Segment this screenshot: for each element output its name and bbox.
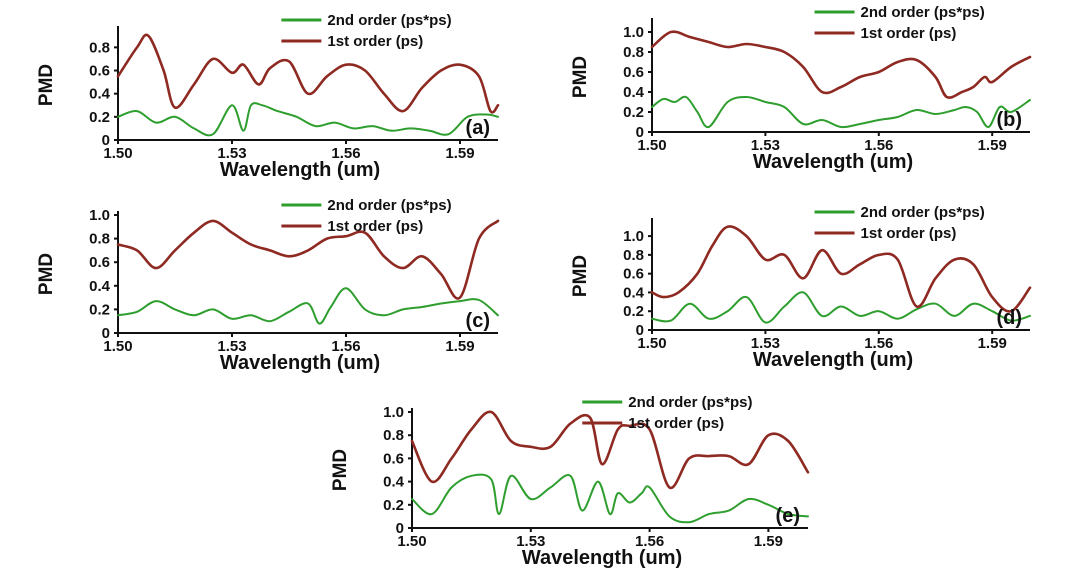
y-axis-label: PMD	[36, 253, 57, 295]
x-tick-label: 1.56	[331, 338, 360, 355]
legend-label: 1st order (ps)	[861, 225, 957, 242]
y-tick-label: 0.8	[623, 44, 644, 61]
panel-label: (e)	[776, 505, 800, 527]
legend-label: 2nd order (ps*ps)	[861, 204, 985, 221]
series-line-1st-order	[116, 33, 500, 114]
y-tick-label: 0.6	[383, 450, 404, 467]
y-tick-label: 0.6	[623, 64, 644, 81]
x-tick-label: 1.56	[864, 137, 893, 154]
x-tick-label: 1.50	[103, 145, 132, 162]
series-line-2nd-order	[651, 95, 1031, 129]
legend-label: 1st order (ps)	[327, 218, 423, 235]
panel-label: (d)	[996, 307, 1022, 329]
panel-label: (c)	[466, 310, 490, 332]
y-tick-label: 0	[636, 322, 644, 339]
y-tick-label: 0.2	[623, 104, 644, 121]
y-tick-label: 0.8	[383, 427, 404, 444]
y-axis-label: PMD	[570, 56, 591, 98]
y-tick-label: 0	[102, 325, 110, 342]
legend-label: 2nd order (ps*ps)	[861, 4, 985, 21]
x-axis-label: Wavelength (um)	[220, 352, 380, 374]
series-line-1st-order	[650, 225, 1032, 313]
x-tick-label: 1.59	[978, 335, 1007, 352]
y-tick-label: 0.8	[623, 247, 644, 264]
x-tick-label: 1.53	[751, 137, 780, 154]
y-tick-label: 1.0	[623, 228, 644, 245]
x-tick-label: 1.59	[978, 137, 1007, 154]
x-tick-label: 1.50	[397, 533, 426, 550]
series-line-2nd-order	[117, 287, 499, 325]
legend-label: 1st order (ps)	[861, 25, 957, 42]
y-tick-label: 0	[636, 124, 644, 141]
y-tick-label: 0.4	[89, 278, 111, 295]
x-axis-label: Wavelength (um)	[753, 151, 913, 173]
y-tick-label: 0	[396, 520, 404, 537]
x-tick-label: 1.59	[754, 533, 783, 550]
x-tick-label: 1.56	[635, 533, 664, 550]
panel-label: (a)	[466, 117, 490, 139]
legend-label: 2nd order (ps*ps)	[327, 197, 451, 214]
y-tick-label: 0.2	[89, 301, 110, 318]
x-tick-label: 1.53	[751, 335, 780, 352]
x-tick-label: 1.56	[331, 145, 360, 162]
x-axis-label: Wavelength (um)	[753, 349, 913, 371]
panel-b: 0 0.2 0.4 0.6 0.8 1.0 1.50 1.53 1.56 1.59 PMD Wavel…	[570, 4, 1032, 173]
y-tick-label: 0.4	[383, 474, 405, 491]
y-tick-label: 0.8	[89, 231, 110, 248]
legend-label: 2nd order (ps*ps)	[628, 394, 752, 411]
x-tick-label: 1.59	[445, 145, 474, 162]
series-line-1st-order	[116, 219, 500, 300]
series-line-1st-order	[650, 30, 1032, 99]
panel-e: 0 0.2 0.4 0.6 0.8 1.0 1.50 1.53 1.56 1.59 PMD Wavel…	[330, 394, 810, 569]
y-tick-label: 1.0	[383, 404, 404, 421]
y-tick-label: 0.4	[623, 284, 645, 301]
y-tick-label: 0.4	[623, 84, 645, 101]
y-tick-label: 0.4	[89, 86, 111, 103]
x-tick-label: 1.50	[637, 137, 666, 154]
y-tick-label: 0.2	[623, 303, 644, 320]
y-tick-label: 0.6	[623, 266, 644, 283]
legend-label: 1st order (ps)	[327, 33, 423, 50]
x-axis-label: Wavelength (um)	[522, 547, 682, 569]
y-tick-label: 0.2	[89, 109, 110, 126]
y-tick-label: 0	[102, 132, 110, 149]
panel-a: 0 0.2 0.4 0.6 0.8 1.50 1.53 1.56 1.59 PMD Waveleng…	[36, 12, 500, 181]
series-line-2nd-order	[651, 291, 1031, 324]
panel-label: (b)	[996, 109, 1022, 131]
legend-label: 1st order (ps)	[628, 415, 724, 432]
panel-d: 0 0.2 0.40.6 0.8 1.0 1.50 1.53 1.56 1.59 PMD Wavel…	[570, 204, 1032, 371]
series-line-1st-order	[410, 410, 810, 490]
x-tick-label: 1.53	[516, 533, 545, 550]
y-tick-label: 0.8	[89, 39, 110, 56]
x-tick-label: 1.59	[445, 338, 474, 355]
y-axis-label: PMD	[36, 64, 57, 106]
y-tick-label: 0.2	[383, 497, 404, 514]
y-tick-label: 1.0	[623, 24, 644, 41]
x-tick-label: 1.56	[864, 335, 893, 352]
y-tick-label: 1.0	[89, 207, 110, 224]
x-tick-label: 1.50	[637, 335, 666, 352]
y-axis-label: PMD	[570, 255, 591, 297]
x-tick-label: 1.50	[103, 338, 132, 355]
y-tick-label: 0.6	[89, 63, 110, 80]
legend-label: 2nd order (ps*ps)	[327, 12, 451, 29]
panel-c: 0 0.2 0.4 0.6 0.8 1.0 1.50 1.53 1.56 1.59 PMD Wavel…	[36, 197, 500, 374]
y-axis-label: PMD	[330, 449, 351, 491]
x-axis-label: Wavelength (um)	[220, 159, 380, 181]
series-line-2nd-order	[117, 102, 499, 137]
x-tick-label: 1.53	[217, 145, 246, 162]
series-line-2nd-order	[411, 473, 809, 524]
y-tick-label: 0.6	[89, 254, 110, 271]
x-tick-label: 1.53	[217, 338, 246, 355]
